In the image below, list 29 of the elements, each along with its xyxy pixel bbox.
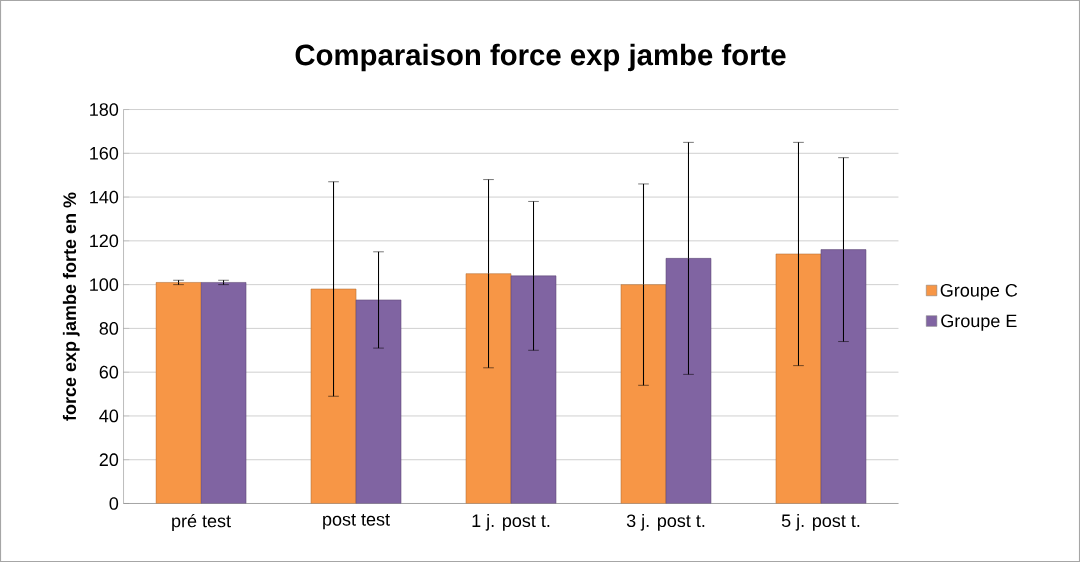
bar (465, 273, 512, 504)
y-tick-label: 40 (99, 409, 119, 423)
y-tick-label: 160 (90, 146, 119, 160)
y-tick-label: 60 (99, 365, 119, 379)
y-tick-label: 0 (109, 497, 119, 510)
bar (310, 288, 357, 504)
legend-label: Groupe C (940, 283, 1018, 301)
bar (775, 253, 822, 504)
bar (200, 282, 247, 504)
x-tick-label: pré test (172, 513, 231, 531)
y-tick-label: 140 (90, 190, 119, 204)
bar (820, 249, 867, 504)
y-tick-label: 100 (90, 278, 119, 291)
chart-title: Comparaison force exp jambe forte (295, 43, 786, 72)
x-tick-label: 1 j. post t. (472, 513, 550, 531)
bar (355, 299, 402, 504)
y-tick-label: 120 (90, 234, 119, 248)
x-tick-label: 5 j. post t. (781, 513, 860, 531)
x-tick-label: post test (323, 513, 390, 530)
x-tick-label: 3 j. post t. (626, 513, 705, 531)
bar (665, 258, 712, 504)
y-tick-label: 80 (99, 322, 119, 335)
bar (510, 275, 557, 504)
y-axis-title: force exp jambe forte en % (62, 192, 80, 421)
bar (155, 282, 202, 504)
y-tick-label: 20 (99, 453, 119, 467)
bar (620, 284, 667, 504)
y-tick-label: 180 (90, 103, 119, 116)
legend-label: Groupe E (941, 314, 1017, 331)
